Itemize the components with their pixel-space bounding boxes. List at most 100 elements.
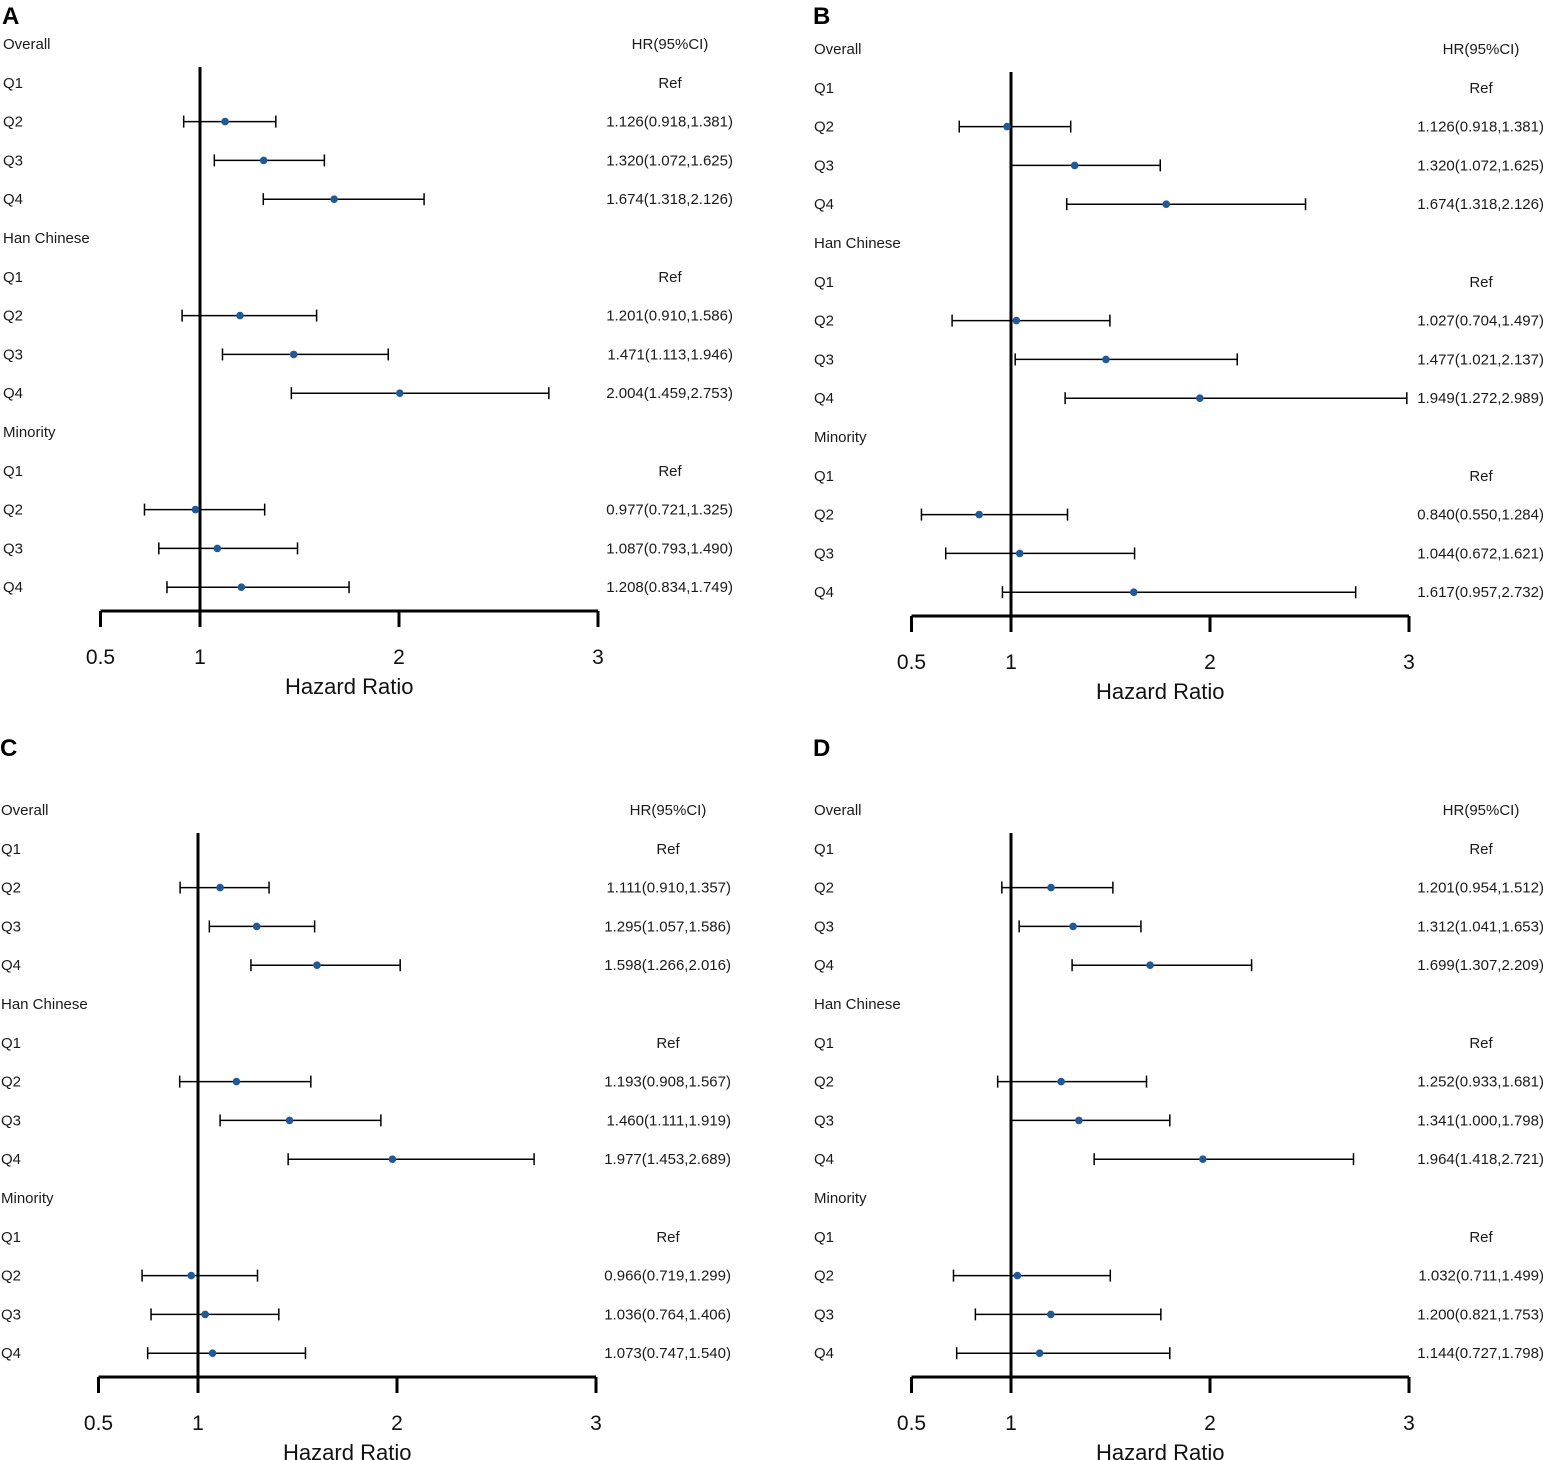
row-label: Q1 <box>3 75 23 92</box>
ref-label: Ref <box>1469 841 1493 858</box>
x-tick-label: 2 <box>391 1412 403 1435</box>
row-label: Q2 <box>1 1074 21 1091</box>
row-label: Q2 <box>1 1268 21 1285</box>
row-label: Q1 <box>814 1229 834 1246</box>
row-label: Q4 <box>3 191 23 208</box>
ref-label: Ref <box>656 1229 680 1246</box>
hr-ci-value: 1.312(1.041,1.653) <box>1417 918 1543 935</box>
hr-ci-value: 1.949(1.272,2.989) <box>1417 390 1543 407</box>
row-label: Q3 <box>3 152 23 169</box>
hr-ci-value: 1.208(0.834,1.749) <box>606 579 733 596</box>
hr-point <box>1012 316 1021 325</box>
ref-label: Ref <box>1469 80 1493 97</box>
hr-ci-value: 2.004(1.459,2.753) <box>606 385 733 402</box>
hr-point <box>1035 1349 1044 1357</box>
ref-label: Ref <box>1469 468 1493 485</box>
row-label: Q2 <box>814 1074 834 1091</box>
hr-point <box>285 1116 294 1125</box>
hr-point <box>388 1155 397 1163</box>
hr-ci-value: 1.027(0.704,1.497) <box>1417 313 1543 330</box>
hr-point <box>252 922 261 931</box>
hr-ci-value: 1.460(1.111,1.919) <box>606 1112 731 1129</box>
hr-ci-value: 1.252(0.933,1.681) <box>1417 1074 1543 1091</box>
row-label: Q3 <box>1 918 21 935</box>
hr-ci-value: 0.840(0.550,1.284) <box>1417 507 1543 524</box>
hr-point <box>1069 922 1077 931</box>
x-tick-label: 3 <box>1403 1412 1415 1435</box>
panel-letter: D <box>813 735 830 762</box>
group-label: Minority <box>3 424 56 441</box>
ref-label: Ref <box>658 269 682 286</box>
hr-ci-value: 1.964(1.418,2.721) <box>1417 1151 1543 1168</box>
row-label: Q1 <box>1 1229 21 1246</box>
row-label: Q4 <box>814 390 834 407</box>
row-label: Q4 <box>814 584 834 601</box>
hr-ci-value: 1.032(0.711,1.499) <box>1418 1268 1543 1285</box>
x-tick-label: 1 <box>194 646 206 669</box>
group-label: Overall <box>3 36 51 53</box>
hr-ci-value: 1.320(1.072,1.625) <box>1417 157 1543 174</box>
x-tick-label: 3 <box>590 1412 602 1435</box>
hr-point <box>191 505 200 514</box>
row-label: Q2 <box>1 880 21 897</box>
hr-point <box>1199 1155 1207 1163</box>
x-axis-title: Hazard Ratio <box>285 674 413 699</box>
hr-point <box>187 1271 196 1280</box>
hr-ci-value: 1.471(1.113,1.946) <box>607 346 733 363</box>
row-label: Q3 <box>814 1112 834 1129</box>
hr-ci-value: 1.977(1.453,2.689) <box>604 1151 731 1168</box>
panel-letter: B <box>813 3 830 30</box>
row-label: Q4 <box>814 1345 834 1362</box>
group-label: Minority <box>1 1190 54 1207</box>
hr-ci-value: 1.201(0.954,1.512) <box>1417 880 1543 897</box>
x-tick-label: 3 <box>1403 651 1415 674</box>
group-label: Overall <box>814 41 862 58</box>
row-label: Q3 <box>814 351 834 368</box>
hr-ci-value: 1.036(0.764,1.406) <box>604 1306 731 1323</box>
row-label: Q1 <box>814 468 834 485</box>
hr-ci-value: 1.598(1.266,2.016) <box>604 957 731 974</box>
hr-point <box>259 156 268 165</box>
row-label: Q3 <box>3 540 23 557</box>
row-label: Q1 <box>814 274 834 291</box>
hr-point <box>1047 883 1055 892</box>
row-label: Q1 <box>814 1035 834 1052</box>
ref-label: Ref <box>658 463 682 480</box>
hr-ci-header: HR(95%CI) <box>630 802 707 819</box>
group-label: Han Chinese <box>1 996 88 1013</box>
hr-ci-value: 0.977(0.721,1.325) <box>606 502 733 519</box>
row-label: Q4 <box>1 957 21 974</box>
group-label: Han Chinese <box>814 996 901 1013</box>
hr-point <box>313 961 321 969</box>
ref-label: Ref <box>1469 1035 1493 1052</box>
x-tick-label: 0.5 <box>86 646 115 669</box>
group-label: Overall <box>814 802 862 819</box>
ref-label: Ref <box>658 75 682 92</box>
panel-letter: A <box>2 3 19 30</box>
hr-ci-value: 1.073(0.747,1.540) <box>604 1345 731 1362</box>
hr-point <box>1129 588 1138 596</box>
row-label: Q3 <box>814 1306 834 1323</box>
hr-ci-value: 1.617(0.957,2.732) <box>1417 584 1543 601</box>
row-label: Q1 <box>1 1035 21 1052</box>
hr-point <box>201 1310 209 1319</box>
hr-ci-value: 1.087(0.793,1.490) <box>606 540 733 557</box>
hr-ci-value: 1.674(1.318,2.126) <box>1417 196 1543 213</box>
x-tick-label: 2 <box>1204 1412 1216 1435</box>
hr-point <box>221 117 229 126</box>
forest-panel-a: A HR(95%CI) Overall Q1 Ref Q2 1.126(0.918,1.38… <box>2 3 733 699</box>
row-label: Q1 <box>814 841 834 858</box>
hr-ci-value: 1.144(0.727,1.798) <box>1417 1345 1543 1362</box>
x-tick-label: 0.5 <box>84 1412 113 1435</box>
x-tick-label: 1 <box>1005 651 1017 674</box>
hr-ci-header: HR(95%CI) <box>1443 41 1520 58</box>
row-label: Q4 <box>1 1151 21 1168</box>
hr-point <box>1102 355 1110 364</box>
ref-label: Ref <box>656 841 680 858</box>
group-label: Han Chinese <box>3 230 90 247</box>
hr-ci-value: 1.200(0.821,1.753) <box>1417 1306 1543 1323</box>
row-label: Q4 <box>814 957 834 974</box>
hr-ci-header: HR(95%CI) <box>1443 802 1520 819</box>
row-label: Q4 <box>814 196 834 213</box>
hr-point <box>237 583 246 591</box>
